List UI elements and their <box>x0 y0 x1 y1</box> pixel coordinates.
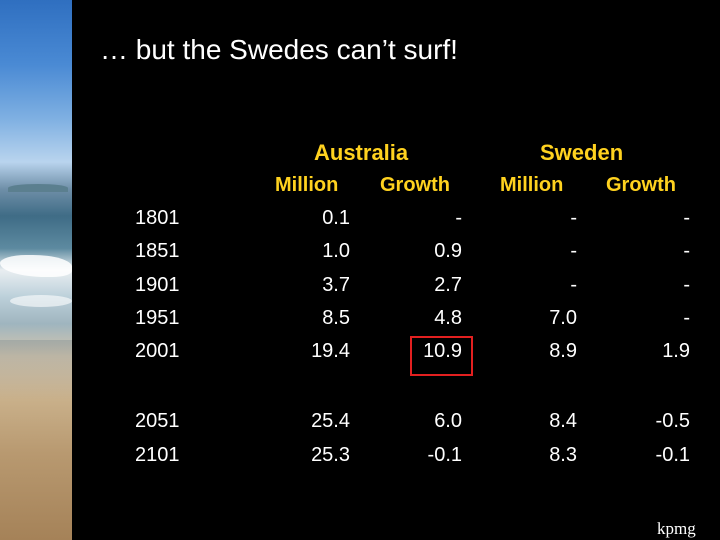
table-cell: - <box>455 207 462 229</box>
table-cell: -0.5 <box>655 410 690 432</box>
table-cell: -0.1 <box>655 444 690 466</box>
col-header-se-million: Million <box>500 174 564 196</box>
table-cell: 7.0 <box>549 307 577 329</box>
table-cell: 8.5 <box>322 307 350 329</box>
table-cell: 8.9 <box>549 340 577 362</box>
table-cell: 19.4 <box>311 340 350 362</box>
group-header-australia: Australia <box>314 140 409 165</box>
beach-island <box>8 184 68 192</box>
col-header-au-million: Million <box>275 174 339 196</box>
table-row-year: 2001 <box>135 340 180 362</box>
table-cell: 8.3 <box>549 444 577 466</box>
table-cell: - <box>570 240 577 262</box>
table-row-year: 1851 <box>135 240 180 262</box>
table-cell: 0.9 <box>434 240 462 262</box>
table-row-year: 2051 <box>135 410 180 432</box>
table-cell: - <box>570 274 577 296</box>
table-cell: - <box>683 274 690 296</box>
table-cell: 2.7 <box>434 274 462 296</box>
table-row-year: 2101 <box>135 444 180 466</box>
beach-wave-foam-small <box>10 295 72 307</box>
table-cell: - <box>683 207 690 229</box>
group-header-sweden: Sweden <box>540 140 624 165</box>
table-cell: 10.9 <box>423 340 462 362</box>
table-cell: 4.8 <box>434 307 462 329</box>
slide-title: … but the Swedes can’t surf! <box>100 34 458 65</box>
col-header-au-growth: Growth <box>380 174 450 196</box>
table-cell: 6.0 <box>434 410 462 432</box>
table-cell: - <box>683 307 690 329</box>
kpmg-logo: kpmg <box>657 519 696 538</box>
table-row-year: 1801 <box>135 207 180 229</box>
table-cell: -0.1 <box>427 444 462 466</box>
table-cell: 1.0 <box>322 240 350 262</box>
table-cell: 0.1 <box>322 207 350 229</box>
beach-wet-sand <box>0 340 72 400</box>
table-cell: 8.4 <box>549 410 577 432</box>
table-row-year: 1951 <box>135 307 180 329</box>
table-cell: 1.9 <box>662 340 690 362</box>
table-row-year: 1901 <box>135 274 180 296</box>
highlight-box <box>410 336 473 376</box>
beach-wave-foam <box>0 255 72 277</box>
table-cell: 3.7 <box>322 274 350 296</box>
table-cell: - <box>683 240 690 262</box>
table-cell: - <box>570 207 577 229</box>
table-cell: 25.3 <box>311 444 350 466</box>
beach-photo <box>0 0 72 540</box>
table-cell: 25.4 <box>311 410 350 432</box>
col-header-se-growth: Growth <box>606 174 676 196</box>
